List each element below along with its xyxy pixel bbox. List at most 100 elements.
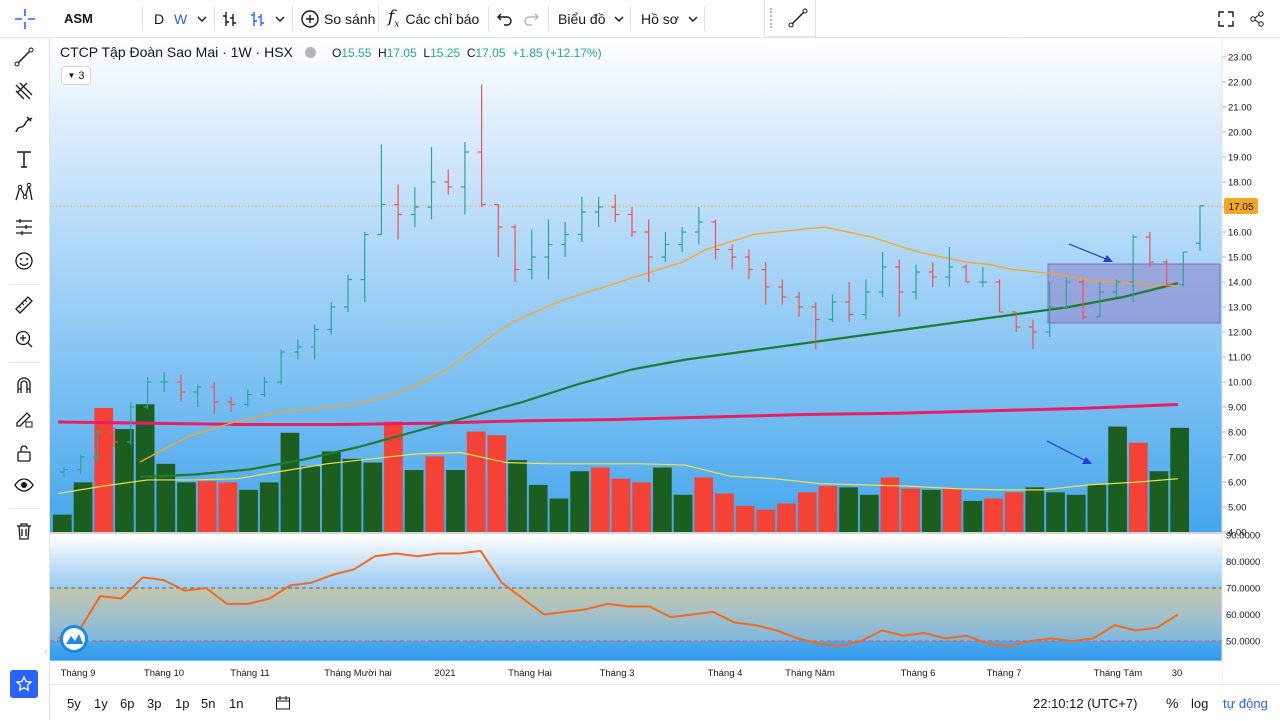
lock-all-tool[interactable]	[9, 438, 39, 468]
time-axis-label: Tháng 4	[708, 668, 743, 679]
brush-icon	[15, 116, 33, 133]
time-axis-label: Tháng 9	[61, 668, 96, 679]
ohlc-bar	[895, 259, 904, 317]
volume-bar	[466, 431, 486, 532]
ohlc-bar	[477, 84, 486, 207]
main-pane[interactable]	[50, 38, 1222, 532]
log-scale-toggle[interactable]: log	[1191, 695, 1209, 711]
go-to-date-button[interactable]	[275, 685, 291, 721]
prediction-tool[interactable]	[9, 212, 39, 242]
trend-line-tool[interactable]	[9, 42, 39, 72]
collapse-left-toolbar-handle[interactable]: ‹	[44, 646, 48, 656]
chart-type-button[interactable]	[250, 0, 266, 37]
lock-drawing-tool[interactable]	[9, 404, 39, 434]
ohlc-bar	[143, 377, 152, 410]
chart-type-dropdown[interactable]	[274, 0, 286, 37]
share-button[interactable]	[1248, 0, 1266, 37]
symbol-search[interactable]: ASM	[64, 11, 93, 26]
main-pane-background	[50, 38, 1222, 532]
hide-drawings-tool[interactable]	[9, 470, 39, 500]
zoom-tool[interactable]	[9, 324, 39, 354]
volume-bar	[115, 429, 134, 532]
compare-button[interactable]: So sánh	[300, 0, 375, 37]
remove-drawings-tool[interactable]	[9, 516, 39, 546]
volume-bar	[218, 482, 238, 532]
clock-display[interactable]: 22:10:12 (UTC+7)	[1033, 695, 1138, 711]
ma-mid-line	[139, 282, 1179, 479]
price-axis-label: 23.00	[1228, 53, 1252, 64]
rsi-pane[interactable]	[50, 535, 1222, 661]
interval-dropdown[interactable]	[196, 0, 208, 37]
ohlc-bar	[60, 467, 68, 477]
price-axis-label: 9.00	[1228, 403, 1247, 414]
floating-drawing-toolbar[interactable]	[764, 0, 816, 37]
layout-menu[interactable]: Biểu đồ	[558, 0, 625, 37]
range-6p[interactable]: 6p	[120, 695, 135, 711]
arrow-annotation-1[interactable]	[1068, 243, 1113, 262]
volume-bar	[1128, 442, 1148, 532]
auto-scale-toggle[interactable]: tự động	[1223, 695, 1268, 711]
volume-bar	[1025, 487, 1045, 532]
measure-tool[interactable]	[9, 290, 39, 320]
crosshair-tool[interactable]	[0, 0, 50, 37]
time-axis[interactable]: Tháng 9 Tháng 10 Tháng 11 Tháng Mười hai 202…	[50, 660, 1222, 684]
volume-series	[53, 404, 1189, 532]
ohlc-bar	[176, 374, 185, 402]
icon-tool[interactable]	[9, 246, 39, 276]
symbol-legend[interactable]: CTCP Tập Đoàn Sao Mai · 1W · HSX	[60, 44, 316, 60]
chart-area[interactable]: 23.0022.0021.0020.0019.0018.0017.0016.00…	[50, 38, 1280, 684]
ohlc-bar	[210, 382, 219, 415]
range-5y[interactable]: 5y	[67, 695, 81, 711]
bottom-toolbar: 5y 1y 6p 3p 1p 5n 1n 22:10:12 (UTC+7) % …	[50, 684, 1280, 720]
chart-logo-button[interactable]	[60, 625, 88, 653]
indicators-button[interactable]: fx Các chỉ báo	[388, 0, 479, 37]
interval-d-button[interactable]: D	[154, 10, 165, 27]
range-3p[interactable]: 3p	[147, 695, 162, 711]
undo-button[interactable]	[496, 0, 514, 37]
volume-bar	[53, 514, 72, 532]
volume-bar	[487, 435, 507, 532]
ohlc-bar	[126, 402, 135, 445]
profile-menu[interactable]: Hồ sơ	[641, 0, 699, 37]
bar-style-button[interactable]	[222, 0, 238, 37]
redo-button[interactable]	[522, 0, 540, 37]
trend-line-icon[interactable]	[787, 7, 809, 29]
legend-eye-icon[interactable]	[304, 47, 316, 58]
bars-icon	[223, 11, 236, 26]
ohlc-bar	[1179, 251, 1188, 287]
volume-bar	[508, 460, 527, 532]
volume-bar	[859, 494, 879, 532]
profile-label: Hồ sơ	[641, 10, 679, 27]
percent-scale-toggle[interactable]: %	[1166, 695, 1179, 711]
price-axis-label: 12.00	[1228, 328, 1252, 339]
share-icon	[1250, 10, 1264, 27]
volume-bar	[73, 482, 93, 532]
fullscreen-button[interactable]	[1217, 0, 1235, 37]
fib-tool[interactable]	[9, 76, 39, 106]
range-1n[interactable]: 1n	[229, 695, 244, 711]
volume-bar	[673, 494, 693, 532]
range-1y[interactable]: 1y	[94, 695, 108, 711]
price-axis-label: 16.00	[1228, 228, 1252, 239]
arrow-annotation-2[interactable]	[1046, 440, 1092, 464]
indicators-collapse-button[interactable]: ▼ 3	[61, 66, 91, 85]
magnet-tool[interactable]	[9, 370, 39, 400]
rsi-axis-label: 80.0000	[1226, 557, 1260, 568]
fx-icon: fx	[388, 7, 400, 30]
interval-w-button[interactable]: W	[174, 10, 188, 27]
smiley-icon	[15, 252, 33, 270]
pattern-tool[interactable]	[9, 178, 39, 208]
drag-handle-icon[interactable]	[770, 8, 775, 28]
price-axis-label: 18.00	[1228, 178, 1252, 189]
range-1p[interactable]: 1p	[175, 695, 190, 711]
volume-bar	[942, 488, 962, 532]
price-axis[interactable]: 23.0022.0021.0020.0019.0018.0017.0016.00…	[1221, 38, 1280, 684]
range-5n[interactable]: 5n	[201, 695, 216, 711]
text-tool[interactable]	[9, 144, 39, 174]
last-price-label: 17.05	[1224, 198, 1258, 214]
brush-tool[interactable]	[9, 110, 39, 140]
ohlc-bar	[377, 144, 386, 236]
time-axis-label: Tháng Tám	[1094, 668, 1142, 679]
favorites-button[interactable]	[10, 670, 38, 698]
ohlc-bar	[260, 377, 269, 397]
